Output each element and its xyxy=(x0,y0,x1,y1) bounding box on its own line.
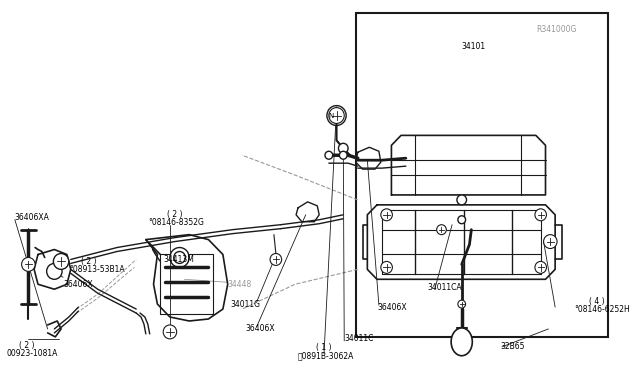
Circle shape xyxy=(543,235,557,248)
Text: N: N xyxy=(328,113,333,119)
Text: 32B65: 32B65 xyxy=(500,342,525,351)
Text: 34413M: 34413M xyxy=(163,255,194,264)
Text: ( 2 ): ( 2 ) xyxy=(167,210,182,219)
Text: ( 4 ): ( 4 ) xyxy=(589,296,604,306)
Text: °08146-8352G: °08146-8352G xyxy=(148,218,204,227)
Circle shape xyxy=(458,300,465,308)
Text: R341000G: R341000G xyxy=(536,25,576,34)
Circle shape xyxy=(22,257,35,271)
Circle shape xyxy=(381,262,392,273)
Circle shape xyxy=(339,143,348,153)
Ellipse shape xyxy=(451,328,472,356)
Text: 34101: 34101 xyxy=(461,42,485,51)
Circle shape xyxy=(329,108,344,124)
Circle shape xyxy=(270,253,282,265)
Circle shape xyxy=(170,247,189,267)
Text: ( 2 ): ( 2 ) xyxy=(81,257,97,266)
Circle shape xyxy=(327,106,346,125)
Text: ( 1 ): ( 1 ) xyxy=(316,343,332,352)
Text: °08146-6252H: °08146-6252H xyxy=(574,305,630,314)
Circle shape xyxy=(325,151,333,159)
Text: 36406X: 36406X xyxy=(63,280,93,289)
Text: Ⓚ0891B-3062A: Ⓚ0891B-3062A xyxy=(298,351,355,360)
Circle shape xyxy=(339,151,347,159)
Text: °08913-53B1A: °08913-53B1A xyxy=(69,265,124,274)
Circle shape xyxy=(381,209,392,221)
Circle shape xyxy=(457,195,467,205)
Text: 34011C: 34011C xyxy=(344,334,374,343)
Text: ( 2 ): ( 2 ) xyxy=(19,341,34,350)
Text: 36406X: 36406X xyxy=(377,302,406,312)
Circle shape xyxy=(436,225,446,235)
Circle shape xyxy=(47,263,62,279)
Circle shape xyxy=(163,325,177,339)
Text: 36406X: 36406X xyxy=(245,324,275,333)
Circle shape xyxy=(535,262,547,273)
Bar xyxy=(356,13,608,337)
Circle shape xyxy=(535,209,547,221)
Text: 34448: 34448 xyxy=(228,280,252,289)
Circle shape xyxy=(174,251,186,263)
Text: 34011CA: 34011CA xyxy=(427,283,461,292)
Circle shape xyxy=(53,253,69,269)
Text: 36406XA: 36406XA xyxy=(15,213,50,222)
Text: 00923-1081A: 00923-1081A xyxy=(6,349,58,358)
Text: 34011G: 34011G xyxy=(230,299,260,309)
Circle shape xyxy=(458,216,465,224)
